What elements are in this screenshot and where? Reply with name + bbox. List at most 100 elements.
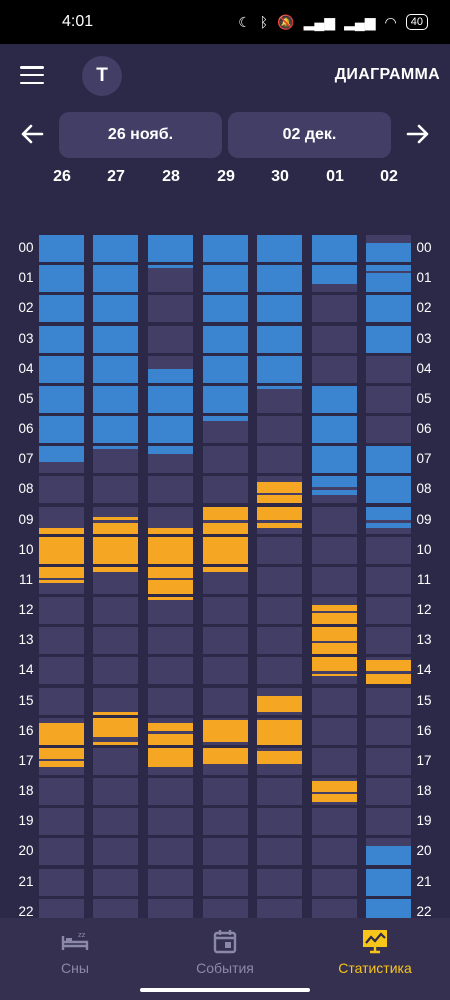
calendar-icon (213, 926, 237, 956)
event-segment (39, 580, 84, 584)
event-segment (203, 720, 248, 742)
date-start-button[interactable]: 26 нояб. (59, 112, 222, 158)
sleep-segment (366, 522, 411, 529)
arrow-right-icon[interactable] (400, 116, 436, 152)
hour-cell (39, 506, 84, 534)
event-segment (312, 605, 357, 611)
nav-item-sleeps[interactable]: zz Сны (0, 926, 150, 986)
hour-label: 08 (18, 481, 34, 497)
menu-icon[interactable] (20, 66, 44, 84)
hour-label: 03 (416, 330, 432, 346)
hour-cell (257, 235, 302, 262)
sleep-segment (39, 416, 84, 444)
sleep-segment (366, 868, 411, 896)
hour-label: 04 (18, 360, 34, 376)
sleep-segment (39, 265, 84, 293)
hour-cell (257, 597, 302, 625)
nav-label-stats: Статистика (338, 960, 412, 976)
hour-label: 18 (18, 783, 34, 799)
hour-cell (39, 566, 84, 594)
nav-item-stats[interactable]: Статистика (300, 926, 450, 986)
avatar[interactable]: T (82, 56, 122, 96)
hour-cell (203, 446, 248, 474)
event-segment (93, 717, 138, 737)
hour-cell (203, 627, 248, 655)
event-segment (312, 794, 357, 803)
hour-cell (203, 566, 248, 594)
hour-cell (366, 235, 411, 262)
event-segment (366, 673, 411, 685)
sleep-segment (312, 446, 357, 474)
hour-cell (203, 747, 248, 775)
bluetooth-icon: ᛒ (259, 14, 269, 30)
hour-cell (312, 778, 357, 806)
hour-cell (39, 536, 84, 564)
hour-cell (39, 265, 84, 293)
hour-cell (312, 747, 357, 775)
hour-cell (257, 717, 302, 745)
sleep-segment (148, 385, 193, 413)
hour-cell (203, 325, 248, 353)
hour-cell (39, 808, 84, 836)
arrow-left-icon[interactable] (14, 116, 50, 152)
hour-cell (39, 687, 84, 715)
hour-cell (93, 325, 138, 353)
hour-label: 15 (416, 692, 432, 708)
hour-cell (312, 657, 357, 685)
hour-cell (93, 778, 138, 806)
hour-cell (203, 597, 248, 625)
hour-cell (93, 627, 138, 655)
event-segment (93, 566, 138, 573)
hour-label: 11 (416, 571, 431, 587)
hour-cell (93, 838, 138, 866)
sleep-segment (39, 325, 84, 353)
day-label: 29 (217, 168, 235, 185)
hour-cell (148, 295, 193, 323)
event-segment (312, 627, 357, 641)
hour-cell (312, 416, 357, 444)
event-segment (39, 747, 84, 759)
sleep-segment (203, 355, 248, 383)
hour-cell (93, 657, 138, 685)
hour-cell (203, 385, 248, 413)
nav-item-events[interactable]: События (150, 926, 300, 986)
mute-icon: 🔕 (277, 13, 295, 30)
hour-cell (93, 747, 138, 775)
hour-cell (148, 838, 193, 866)
event-segment (39, 566, 84, 578)
event-segment (203, 506, 248, 521)
hour-cell (312, 235, 357, 262)
hour-label: 09 (18, 511, 34, 527)
hour-cell (257, 566, 302, 594)
sleep-segment (257, 265, 302, 293)
day-label: 26 (53, 168, 71, 185)
hour-label: 17 (416, 752, 432, 768)
hour-label: 09 (416, 511, 432, 527)
sleep-segment (203, 265, 248, 293)
hour-cell (203, 235, 248, 262)
sleep-segment (257, 385, 302, 389)
hour-label: 01 (416, 270, 432, 286)
signal-icon: ▂▄▆ (303, 13, 336, 30)
hour-cell (148, 868, 193, 896)
sleep-segment (312, 265, 357, 285)
hour-cell (203, 265, 248, 293)
hour-cell (366, 838, 411, 866)
sleep-segment (39, 355, 84, 383)
sleep-segment (93, 355, 138, 383)
hour-label: 02 (18, 300, 34, 316)
hour-label: 20 (18, 843, 34, 859)
hour-cell (203, 295, 248, 323)
date-end-button[interactable]: 02 дек. (228, 112, 391, 158)
hour-cell (148, 355, 193, 383)
hour-cell (93, 476, 138, 504)
event-segment (148, 580, 193, 594)
hour-cell (93, 265, 138, 293)
hour-cell (203, 536, 248, 564)
hour-cell (93, 868, 138, 896)
event-segment (257, 522, 302, 529)
day-label: 28 (162, 168, 180, 185)
hour-cell (148, 808, 193, 836)
hour-cell (366, 687, 411, 715)
hour-cell (366, 566, 411, 594)
